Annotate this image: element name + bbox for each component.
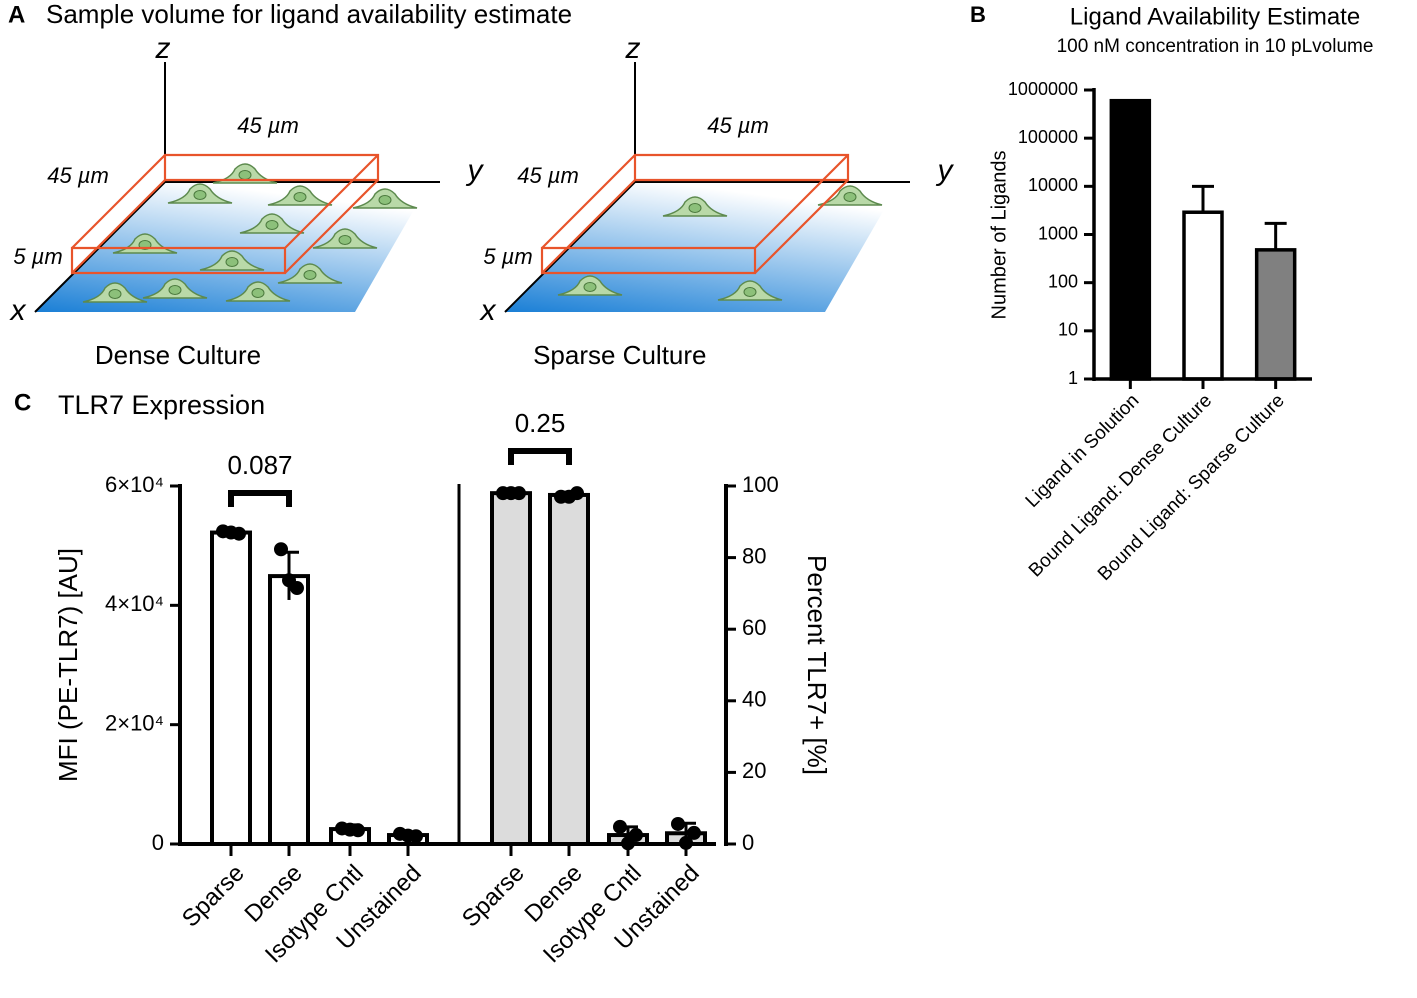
dimension-label: 45 µm — [707, 113, 769, 138]
axis-label: z — [625, 32, 641, 65]
y-tick-label: 6×10⁴ — [105, 472, 164, 497]
panel-label: C — [14, 389, 31, 416]
sample-volume — [540, 153, 850, 275]
x-tick-label: Sparse — [457, 860, 530, 933]
cell-nucleus — [338, 235, 352, 245]
data-point — [232, 526, 246, 541]
bar — [1109, 98, 1152, 381]
dimension-label: 45 µm — [47, 163, 109, 188]
cell-nucleus — [193, 190, 207, 200]
data-point — [629, 828, 643, 843]
y-tick-label: 0 — [742, 830, 754, 855]
panel-label: B — [970, 2, 986, 27]
axis-label: z — [155, 32, 171, 65]
y-tick-label: 40 — [742, 687, 766, 712]
data-point — [512, 486, 526, 501]
chart-title: TLR7 Expression — [58, 390, 265, 420]
data-point — [409, 829, 423, 844]
data-point — [274, 542, 288, 557]
cell-nucleus — [378, 195, 392, 205]
dimension-label: 5 µm — [483, 244, 532, 269]
diagram-caption: Sparse Culture — [533, 340, 706, 370]
dimension-label: 45 µm — [237, 113, 299, 138]
chart-subtitle: 100 nM concentration in 10 pLvolume — [1057, 36, 1374, 57]
cell-nucleus — [583, 282, 597, 292]
y-tick-label: 10000 — [1028, 175, 1078, 195]
x-tick-label: Sparse — [177, 860, 250, 933]
y-tick-label: 2×10⁴ — [105, 710, 164, 735]
dimension-label: 5 µm — [13, 244, 62, 269]
cell-nucleus — [843, 192, 857, 202]
cell-nucleus — [303, 270, 317, 280]
diagram-caption: Dense Culture — [95, 340, 261, 370]
y-tick-label: 0 — [152, 830, 164, 855]
y-tick-label: 100000 — [1018, 127, 1078, 147]
axis-label: x — [479, 294, 497, 327]
significance-bracket — [228, 490, 292, 507]
bar — [1254, 248, 1297, 381]
data-point — [687, 825, 701, 840]
y-tick-label: 60 — [742, 615, 766, 640]
y-tick-label: 1 — [1068, 368, 1078, 388]
panel-label: A — [8, 1, 25, 28]
axis-label: y — [936, 154, 955, 187]
bar — [210, 530, 252, 846]
axis-label: x — [9, 294, 27, 327]
sample-volume — [70, 153, 380, 275]
cell-nucleus — [238, 170, 252, 180]
data-point — [570, 486, 584, 501]
y-axis-label: MFI (PE-TLR7) [AU] — [53, 548, 83, 782]
bar — [268, 574, 310, 846]
y-tick-label: 1000000 — [1008, 79, 1078, 99]
y-tick-label: 10 — [1058, 320, 1078, 340]
cell-nucleus — [108, 289, 122, 299]
data-point — [351, 823, 365, 838]
y-tick-label: 100 — [1048, 271, 1078, 291]
cell-nucleus — [265, 220, 279, 230]
panel-title: Sample volume for ligand availability es… — [46, 0, 572, 29]
significance-bracket — [508, 448, 572, 465]
dimension-label: 45 µm — [517, 163, 579, 188]
y-tick-label: 20 — [742, 758, 766, 783]
y-tick-label: 100 — [742, 472, 779, 497]
cell-nucleus — [743, 287, 757, 297]
data-point — [290, 581, 304, 596]
axis-label: y — [466, 154, 485, 187]
y-tick-label: 4×10⁴ — [105, 591, 164, 616]
y-tick-label: 1000 — [1038, 223, 1078, 243]
chart-title: Ligand Availability Estimate — [1070, 3, 1360, 30]
bar — [1182, 210, 1224, 381]
cell-nucleus — [293, 192, 307, 202]
bar — [548, 492, 590, 846]
cell-nucleus — [168, 285, 182, 295]
data-point — [671, 816, 685, 831]
cell-nucleus — [251, 288, 265, 298]
y-axis-label: Number of Ligands — [988, 151, 1010, 320]
annotation: 0.087 — [227, 450, 292, 480]
cell-nucleus — [225, 257, 239, 267]
bar — [490, 491, 532, 846]
y-tick-label: 80 — [742, 543, 766, 568]
cell-nucleus — [688, 203, 702, 213]
data-point — [613, 819, 627, 834]
y2-axis-label: Percent TLR7+ [%] — [802, 555, 832, 775]
annotation: 0.25 — [515, 408, 566, 438]
